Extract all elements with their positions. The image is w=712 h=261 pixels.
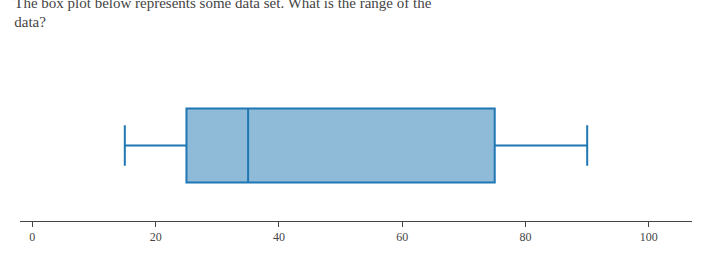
svg-text:40: 40 [273,230,285,244]
svg-text:0: 0 [29,230,35,244]
svg-text:The box plot below represents: The box plot below represents some data … [14,0,431,30]
svg-text:20: 20 [150,230,162,244]
svg-text:100: 100 [640,230,658,244]
svg-text:60: 60 [396,230,408,244]
svg-text:80: 80 [520,230,532,244]
